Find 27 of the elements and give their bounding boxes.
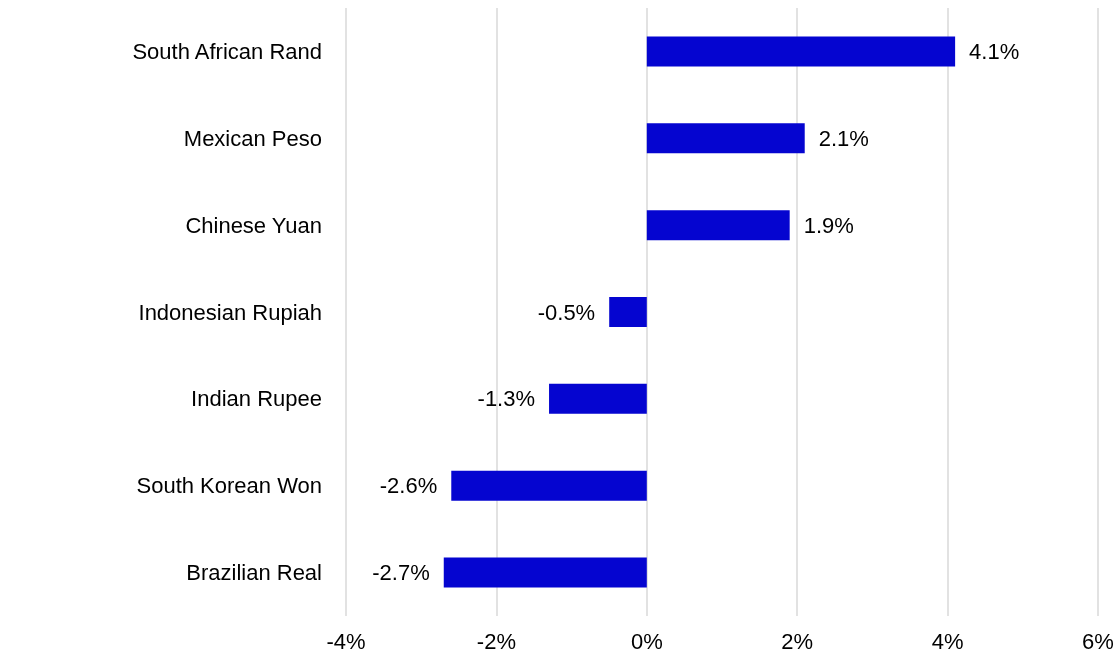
x-tick-label: -4% <box>326 628 366 654</box>
x-tick-label: 2% <box>781 628 814 654</box>
bar <box>451 470 647 501</box>
bar <box>549 383 647 414</box>
y-tick-label: Brazilian Real <box>186 560 322 586</box>
bar <box>646 123 805 154</box>
x-tick-label: 6% <box>1082 628 1114 654</box>
y-tick-label: Indonesian Rupiah <box>138 299 322 325</box>
data-label: -2.7% <box>372 560 430 586</box>
data-label: -2.6% <box>379 473 438 499</box>
data-label: 1.9% <box>803 212 854 238</box>
data-label: -0.5% <box>537 299 596 325</box>
bar <box>443 557 647 588</box>
y-tick-label: Chinese Yuan <box>185 212 322 238</box>
data-label: 4.1% <box>969 38 1020 64</box>
data-label: 2.1% <box>818 125 869 151</box>
data-label: -1.3% <box>477 386 536 412</box>
y-tick-label: South African Rand <box>132 38 322 64</box>
y-tick-label: Mexican Peso <box>183 125 322 151</box>
y-tick-label: Indian Rupee <box>191 386 322 412</box>
x-tick-label: 0% <box>630 628 663 654</box>
bar <box>646 36 956 67</box>
bar <box>646 210 790 241</box>
y-tick-label: South Korean Won <box>136 473 322 499</box>
bar <box>609 297 647 327</box>
x-tick-label: -2% <box>476 628 516 654</box>
x-tick-label: 4% <box>931 628 964 654</box>
